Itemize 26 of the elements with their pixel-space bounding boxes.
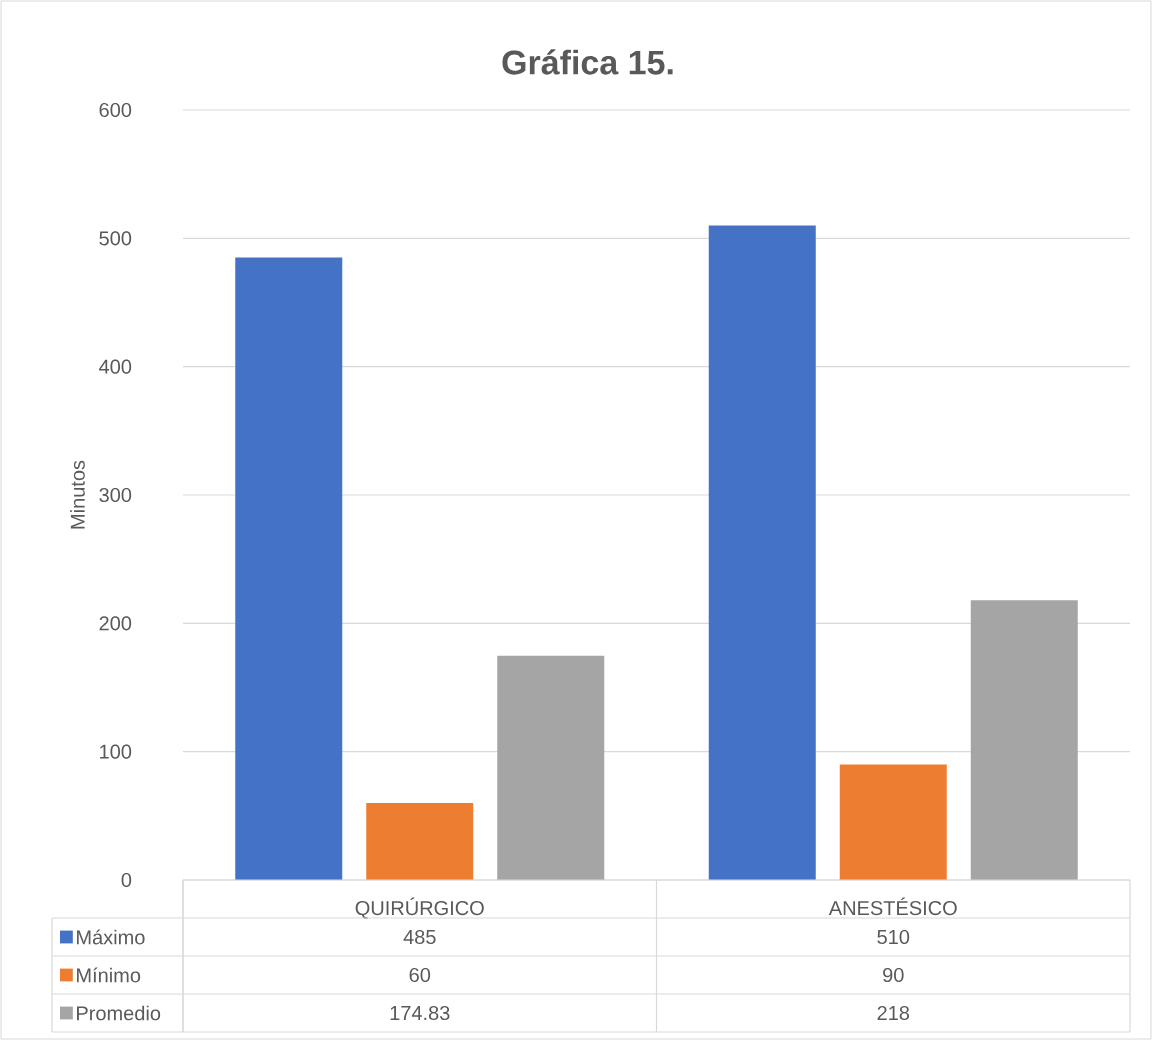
bar bbox=[366, 803, 474, 880]
data-label: 60 bbox=[409, 967, 431, 983]
x-tick-label: QUIRÚRGICO bbox=[355, 897, 484, 919]
data-label: 174.83 bbox=[390, 1005, 450, 1021]
y-tick-label: 200 bbox=[99, 616, 132, 631]
data-label: 218 bbox=[877, 1005, 910, 1021]
x-tick-label: ANESTÉSICO bbox=[828, 897, 957, 916]
y-tick-label: 400 bbox=[99, 359, 132, 374]
bar bbox=[839, 764, 947, 880]
bar bbox=[970, 600, 1078, 880]
y-axis-title: Minutos bbox=[70, 460, 85, 529]
y-tick-label: 300 bbox=[99, 487, 132, 503]
legend-label: Promedio bbox=[77, 1005, 161, 1021]
y-tick-label: 100 bbox=[100, 744, 132, 759]
y-tick-label: 500 bbox=[99, 231, 132, 246]
data-label: 510 bbox=[877, 929, 910, 945]
bar bbox=[235, 257, 343, 880]
legend-label: Máximo bbox=[77, 929, 145, 945]
data-label: 90 bbox=[883, 967, 904, 983]
y-tick-label: 600 bbox=[99, 102, 132, 118]
bar bbox=[708, 225, 816, 880]
chart-title: Gráfica 15. bbox=[502, 49, 673, 75]
y-tick-label: 0 bbox=[121, 872, 132, 888]
bar bbox=[497, 655, 605, 880]
data-label: 485 bbox=[403, 929, 436, 945]
legend-label: Mínimo bbox=[77, 967, 141, 983]
